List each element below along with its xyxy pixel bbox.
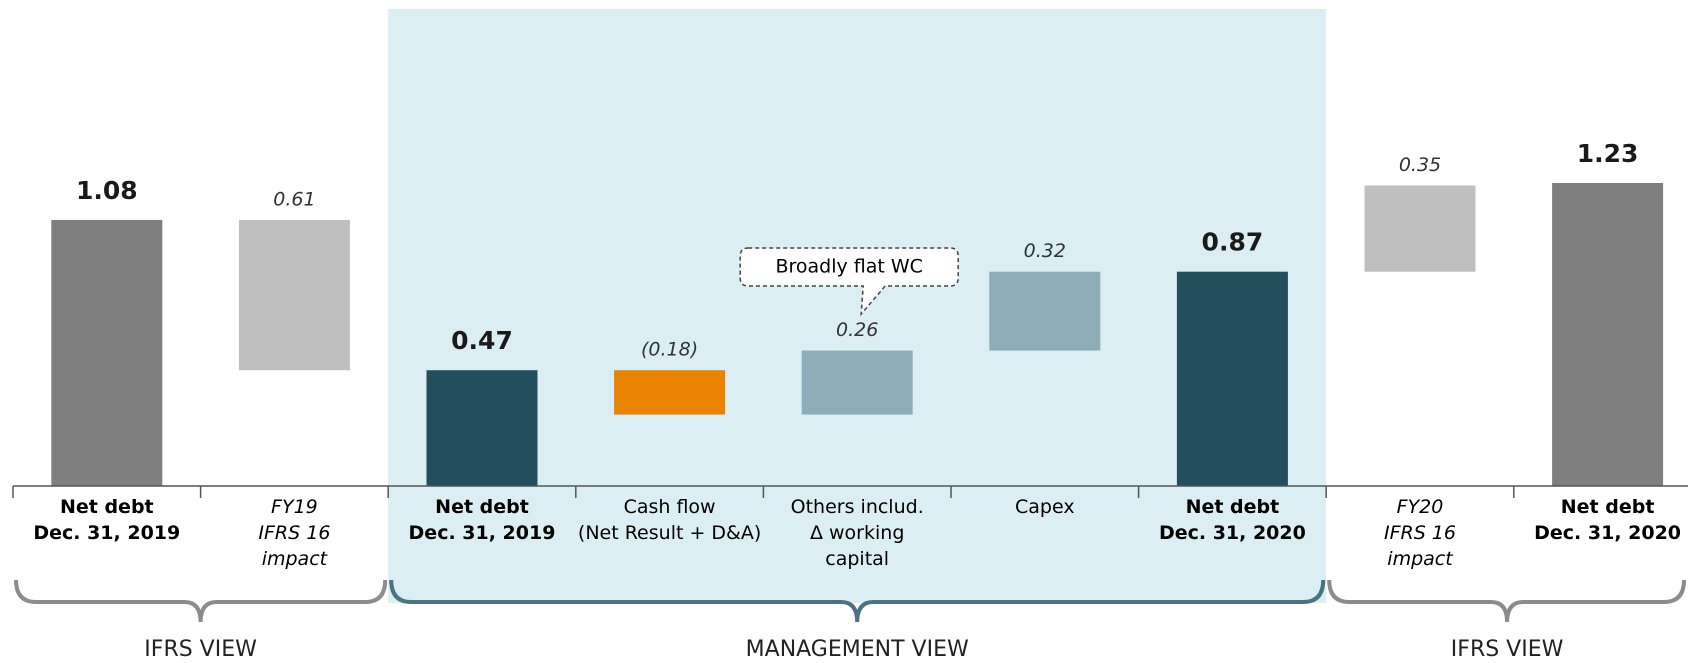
category-label-line: Net debt — [1561, 496, 1655, 518]
category-label-line: impact — [262, 548, 329, 570]
callout-text: Broadly flat WC — [775, 256, 922, 278]
category-label-line: Dec. 31, 2019 — [33, 522, 180, 544]
category-label: Net debt Dec. 31, 2019 — [33, 496, 180, 544]
category-label-line: Dec. 31, 2020 — [1534, 522, 1681, 544]
category-label-line: Net debt — [1186, 496, 1280, 518]
category-label-line: FY19 — [271, 496, 318, 518]
bar — [51, 219, 163, 486]
value-label: (0.18) — [641, 339, 698, 361]
bar — [989, 271, 1101, 351]
category-label-line: Capex — [1015, 496, 1075, 518]
group-highlight — [388, 9, 1327, 603]
category-label-line: IFRS 16 — [1384, 522, 1456, 544]
group-bracket — [14, 579, 388, 623]
category-label-line: Dec. 31, 2019 — [409, 522, 556, 544]
value-label: 1.08 — [76, 176, 138, 205]
bar — [1552, 183, 1664, 486]
category-label-line: Dec. 31, 2020 — [1159, 522, 1306, 544]
bar — [614, 370, 726, 415]
category-label: Others includ. Δ working capital — [791, 496, 924, 570]
bar — [238, 219, 350, 371]
bar — [1176, 271, 1288, 486]
group-label: MANAGEMENT VIEW — [746, 637, 969, 662]
bar — [1364, 185, 1476, 272]
category-label-line: FY20 — [1397, 496, 1444, 518]
value-label: 0.61 — [273, 188, 315, 210]
category-label: FY20 IFRS 16 impact — [1384, 496, 1456, 570]
category-label: Capex — [1015, 496, 1075, 518]
value-label: 0.47 — [451, 326, 513, 355]
category-label-line: IFRS 16 — [258, 522, 330, 544]
value-label: 0.32 — [1024, 240, 1066, 262]
group-label: IFRS VIEW — [1451, 637, 1564, 662]
category-label: Net debt Dec. 31, 2019 — [409, 496, 556, 544]
group-bracket — [1327, 579, 1686, 623]
value-label: 0.35 — [1399, 154, 1441, 176]
bar — [426, 370, 538, 486]
group-label: IFRS VIEW — [144, 637, 257, 662]
callout-box — [739, 247, 959, 317]
category-label-line: Δ working — [810, 522, 904, 544]
category-label: Net debt Dec. 31, 2020 — [1159, 496, 1306, 544]
value-label: 0.87 — [1202, 228, 1264, 257]
category-label-line: Others includ. — [791, 496, 924, 518]
category-label-line: (Net Result + D&A) — [578, 522, 761, 544]
category-label-line: Net debt — [60, 496, 154, 518]
category-label: FY19 IFRS 16 impact — [258, 496, 330, 570]
category-label-line: impact — [1387, 548, 1454, 570]
value-label: 0.26 — [836, 319, 878, 341]
value-label: 1.23 — [1577, 139, 1639, 168]
category-label-line: Net debt — [435, 496, 529, 518]
category-label: Net debt Dec. 31, 2020 — [1534, 496, 1681, 544]
category-label-line: Cash flow — [624, 496, 716, 518]
group-bracket — [389, 579, 1326, 623]
category-label-line: capital — [825, 548, 889, 570]
bar — [801, 350, 913, 415]
category-label: Cash flow (Net Result + D&A) — [578, 496, 761, 544]
